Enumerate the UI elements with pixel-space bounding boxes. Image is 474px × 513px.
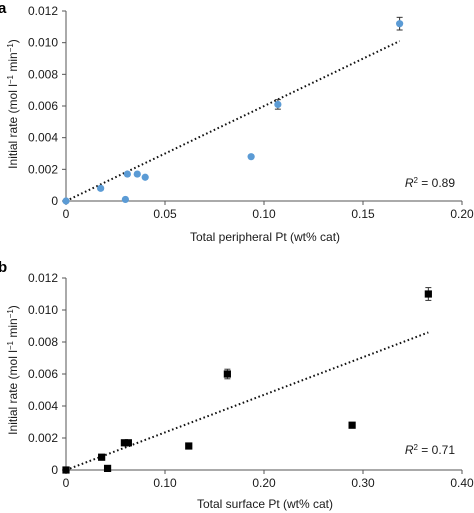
x-tick-label-a: 0	[63, 207, 70, 221]
y-axis-title-b-mid: min	[6, 318, 20, 341]
trendline-b	[65, 331, 429, 471]
data-point-a	[141, 173, 149, 181]
y-axis-title-a-mid: min	[6, 52, 20, 75]
data-point-b	[185, 442, 193, 450]
trendline-a	[65, 40, 401, 202]
data-point-b	[103, 464, 112, 472]
x-tick-label-a: 0.10	[252, 207, 276, 221]
data-point-b	[223, 370, 231, 378]
x-tick-label-b: 0.30	[351, 476, 375, 490]
data-point-a	[247, 153, 255, 161]
y-axis-title-a-end: )	[6, 39, 20, 43]
data-point-b	[120, 439, 129, 447]
y-axis-title-b-sup1: −1	[6, 340, 15, 350]
data-point-a	[97, 184, 105, 192]
y-tick-label-b: 0	[51, 463, 58, 477]
x-tick-label-b: 0.20	[252, 476, 276, 490]
data-point-a	[396, 20, 404, 28]
r2-label-b-value: = 0.71	[418, 443, 455, 457]
x-ticks-a: 0 0.05 0.10 0.15 0.20	[63, 201, 474, 221]
r2-label-a: R2 = 0.89	[405, 176, 455, 191]
r2-label-b: R2 = 0.71	[405, 443, 455, 458]
y-tick-label-b: 0.012	[28, 271, 58, 285]
y-tick-label-b: 0.006	[28, 367, 58, 381]
y-tick-label-a: 0.002	[28, 162, 58, 176]
y-ticks-b: 0 0.002 0.004 0.006 0.008 0.010 0.012	[28, 271, 66, 477]
x-axis-title-a: Total peripheral Pt (wt% cat)	[190, 230, 340, 244]
y-axis-title-a-main: Initial rate (mol l	[6, 84, 20, 169]
y-tick-label-a: 0.010	[28, 36, 58, 50]
data-point-b	[348, 421, 356, 429]
x-tick-label-a: 0.05	[153, 207, 177, 221]
r2-label-b-sup: 2	[414, 443, 419, 452]
panel-label-a: a	[0, 0, 7, 17]
data-points-b	[62, 287, 432, 474]
x-tick-label-b: 0	[63, 476, 70, 490]
x-axis-title-b: Total surface Pt (wt% cat)	[197, 497, 333, 511]
y-tick-label-a: 0.008	[28, 67, 58, 81]
data-points-a	[62, 16, 404, 205]
x-ticks-b: 0 0.10 0.20 0.30 0.40	[63, 470, 474, 490]
chart-panel-a: a Initial rate (mol l−1 min−1) 00.0020.0…	[0, 0, 474, 244]
y-tick-label-b: 0.008	[28, 335, 58, 349]
data-point-a	[123, 170, 131, 178]
panel-label-b: b	[0, 259, 7, 276]
data-point-b	[124, 439, 132, 447]
data-point-a	[274, 100, 282, 109]
x-tick-label-a: 0.20	[450, 207, 474, 221]
r2-label-a-value: = 0.89	[418, 176, 455, 190]
data-point-b	[98, 453, 106, 461]
r2-label-b-r: R	[405, 443, 414, 457]
chart-panel-b: b Initial rate (mol l−1 min−1) 00.0020.0…	[0, 259, 474, 511]
x-tick-label-b: 0.40	[450, 476, 474, 490]
data-point-a	[62, 197, 70, 205]
y-tick-label-a: 0.006	[28, 99, 58, 113]
data-point-a	[121, 195, 129, 204]
data-point-a	[133, 170, 141, 178]
y-tick-label-a: 0.004	[28, 131, 58, 145]
y-tick-label-b: 0.010	[28, 303, 58, 317]
x-tick-label-b: 0.10	[153, 476, 177, 490]
data-point-b	[62, 466, 70, 474]
y-tick-label-a: 0.012	[28, 4, 58, 18]
y-axis-title-b-end: )	[6, 305, 20, 309]
y-tick-label-b: 0.004	[28, 399, 58, 413]
y-axis-title-b-sup2: −1	[6, 309, 15, 319]
x-tick-label-a: 0.15	[351, 207, 375, 221]
y-tick-label-b: 0.002	[28, 431, 58, 445]
r2-label-a-r: R	[405, 176, 414, 190]
y-tick-label-a: 0	[51, 194, 58, 208]
data-point-b	[424, 290, 432, 298]
y-axis-title-a: Initial rate (mol l−1 min−1)	[6, 39, 21, 169]
r2-label-a-sup: 2	[414, 176, 419, 185]
y-axis-title-b-main: Initial rate (mol l	[6, 350, 20, 435]
y-axis-title-a-sup1: −1	[6, 74, 15, 84]
y-axis-title-a-sup2: −1	[6, 43, 15, 53]
y-axis-title-b: Initial rate (mol l−1 min−1)	[6, 305, 21, 435]
y-ticks-a: 0 0.002 0.004 0.006 0.008 0.010 0.012	[28, 4, 66, 208]
